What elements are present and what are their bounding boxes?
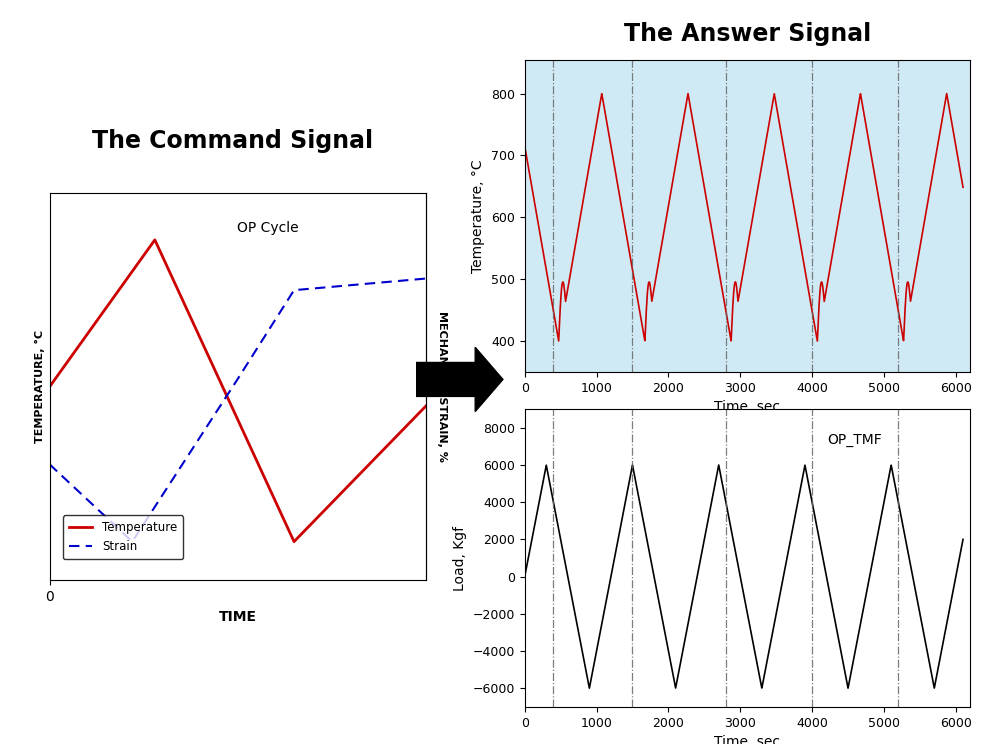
X-axis label: Time, sec: Time, sec <box>715 735 780 744</box>
Text: OP Cycle: OP Cycle <box>237 220 299 234</box>
Text: The Command Signal: The Command Signal <box>92 129 373 153</box>
X-axis label: Time, sec: Time, sec <box>715 400 780 414</box>
Y-axis label: Load, Kgf: Load, Kgf <box>453 525 467 591</box>
FancyArrow shape <box>416 347 503 411</box>
Text: The Answer Signal: The Answer Signal <box>624 22 871 46</box>
Text: OP_TMF: OP_TMF <box>828 433 882 447</box>
Y-axis label: MECHANICAL STRAIN, %: MECHANICAL STRAIN, % <box>437 312 446 462</box>
Y-axis label: TEMPERATURE, °C: TEMPERATURE, °C <box>36 330 46 443</box>
Y-axis label: Temperature, °C: Temperature, °C <box>471 159 485 272</box>
Legend: Temperature, Strain: Temperature, Strain <box>63 516 183 559</box>
X-axis label: TIME: TIME <box>219 609 256 623</box>
